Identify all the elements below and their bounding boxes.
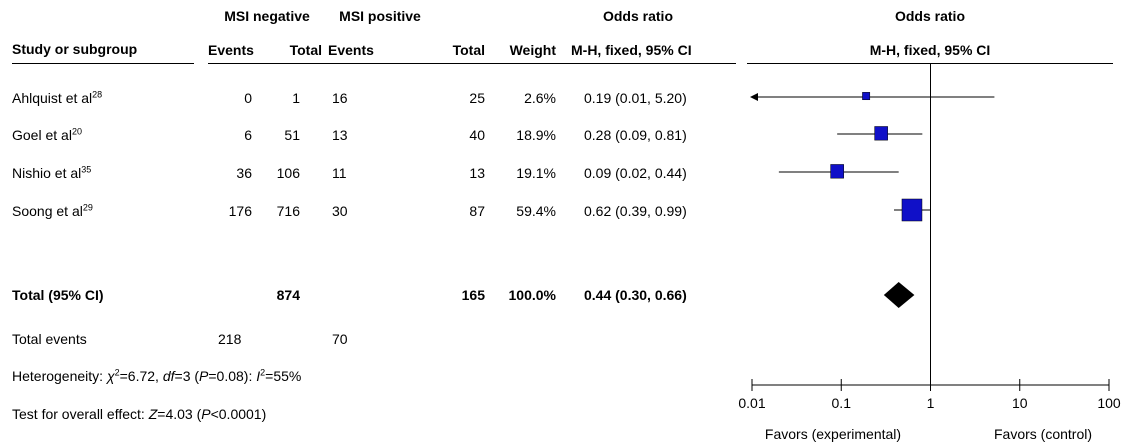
study-ref: 28 <box>92 89 103 100</box>
total2-cell: 165 <box>461 287 485 303</box>
total-ci-cell: 0.44 (0.30, 0.66) <box>584 287 687 303</box>
x-tick-label: 100 <box>1097 395 1121 411</box>
col-total1-header: Total <box>289 42 322 58</box>
events1-cell: 0 <box>244 90 252 106</box>
total2-cell: 87 <box>469 203 485 219</box>
x-tick-label: 10 <box>1011 395 1028 411</box>
study-marker <box>901 198 923 222</box>
weight-cell: 19.1% <box>516 165 556 181</box>
col-events1-header: Events <box>208 42 254 58</box>
events2-cell: 16 <box>332 90 348 106</box>
study-name: Soong et al29 <box>12 202 93 219</box>
weight-cell: 2.6% <box>524 90 556 106</box>
events1-cell: 36 <box>236 165 252 181</box>
group2-header: MSI positive <box>339 8 421 24</box>
ci-cell: 0.62 (0.39, 0.99) <box>584 203 687 219</box>
ci-arrow <box>750 93 758 101</box>
favors-experimental-label: Favors (experimental) <box>764 426 902 442</box>
study-name: Nishio et al35 <box>12 164 92 181</box>
x-tick-label: 0.01 <box>738 395 766 411</box>
pooled-diamond <box>883 282 915 308</box>
x-tick-label: 1 <box>926 395 935 411</box>
col-weight-header: Weight <box>509 42 556 58</box>
study-ref: 29 <box>82 202 93 213</box>
study-col-rule <box>12 63 194 64</box>
total1-cell: 106 <box>276 165 300 181</box>
total1-cell: 51 <box>284 127 300 143</box>
total2-cell: 25 <box>469 90 485 106</box>
group1-header: MSI negative <box>224 8 310 24</box>
events2-cell: 11 <box>332 165 347 181</box>
total1-cell: 716 <box>276 203 300 219</box>
overall-effect-text: Test for overall effect: Z=4.03 (P<0.000… <box>12 406 267 422</box>
total1-cell: 1 <box>292 90 300 106</box>
total-events-label: Total events <box>12 331 87 347</box>
col-method-header: M-H, fixed, 95% CI <box>571 42 692 58</box>
total-events1-cell: 218 <box>218 331 242 347</box>
col-study-header: Study or subgroup <box>12 41 138 57</box>
total2-cell: 40 <box>469 127 485 143</box>
study-marker <box>874 126 888 141</box>
events2-cell: 30 <box>332 203 348 219</box>
ci-cell: 0.28 (0.09, 0.81) <box>584 127 687 143</box>
total1-cell: 874 <box>276 287 300 303</box>
events1-cell: 6 <box>244 127 252 143</box>
study-marker <box>830 164 844 179</box>
study-ref: 20 <box>71 126 82 137</box>
total2-cell: 13 <box>469 165 485 181</box>
favors-control-label: Favors (control) <box>993 426 1093 442</box>
plot-col-rule <box>747 63 1113 64</box>
total-label: Total (95% CI) <box>12 287 104 303</box>
effect-measure-header: Odds ratio <box>602 8 673 24</box>
plot-method-header: M-H, fixed, 95% CI <box>869 42 991 58</box>
weight-cell: 18.9% <box>516 127 556 143</box>
study-ref: 35 <box>81 164 92 175</box>
events2-cell: 13 <box>332 127 348 143</box>
x-tick-label: 0.1 <box>831 395 851 411</box>
data-cols-rule <box>208 63 736 64</box>
weight-cell: 59.4% <box>516 203 556 219</box>
events1-cell: 176 <box>228 203 252 219</box>
ci-cell: 0.19 (0.01, 5.20) <box>584 90 687 106</box>
col-events2-header: Events <box>328 42 374 58</box>
study-name: Ahlquist et al28 <box>12 89 103 106</box>
total-events2-cell: 70 <box>332 331 348 347</box>
plot-measure-header: Odds ratio <box>894 8 965 24</box>
heterogeneity-text: Heterogeneity: χ2=6.72, df=3 (P=0.08): I… <box>12 367 302 384</box>
study-name: Goel et al20 <box>12 126 82 143</box>
total-weight-cell: 100.0% <box>508 287 556 303</box>
ci-cell: 0.09 (0.02, 0.44) <box>584 165 687 181</box>
col-total2-header: Total <box>452 42 485 58</box>
study-marker <box>862 92 871 101</box>
